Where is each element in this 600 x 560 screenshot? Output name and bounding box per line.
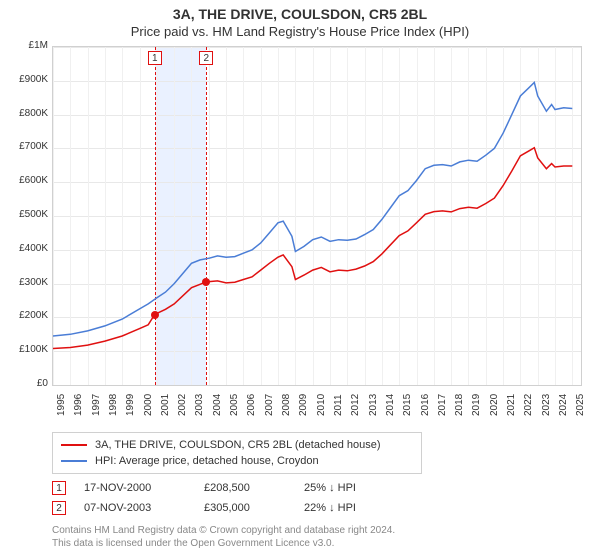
event-table-row: 1 17-NOV-2000£208,50025% ↓ HPI xyxy=(52,478,356,498)
event-price: £208,500 xyxy=(204,482,304,494)
x-tick-label: 2012 xyxy=(350,394,361,416)
event-date: 07-NOV-2003 xyxy=(84,502,204,514)
x-tick-label: 2024 xyxy=(558,394,569,416)
x-tick-label: 1995 xyxy=(56,394,67,416)
legend-label-hpi: HPI: Average price, detached house, Croy… xyxy=(95,455,319,467)
x-tick-label: 2021 xyxy=(506,394,517,416)
y-tick-label: £400K xyxy=(6,243,48,254)
footnote: Contains HM Land Registry data © Crown c… xyxy=(52,524,395,550)
x-tick-label: 2022 xyxy=(523,394,534,416)
chart-plot-area: 12 xyxy=(52,46,582,386)
footnote-line: This data is licensed under the Open Gov… xyxy=(52,537,395,550)
event-delta: 22% ↓ HPI xyxy=(304,502,356,514)
x-tick-label: 2008 xyxy=(281,394,292,416)
legend-label-property: 3A, THE DRIVE, COULSDON, CR5 2BL (detach… xyxy=(95,439,381,451)
x-tick-label: 2007 xyxy=(264,394,275,416)
chart-title: 3A, THE DRIVE, COULSDON, CR5 2BL xyxy=(0,0,600,22)
event-price: £305,000 xyxy=(204,502,304,514)
x-tick-label: 2002 xyxy=(177,394,188,416)
event-table-row: 2 07-NOV-2003£305,00022% ↓ HPI xyxy=(52,498,356,518)
x-tick-label: 2020 xyxy=(489,394,500,416)
legend-row: HPI: Average price, detached house, Croy… xyxy=(61,453,413,469)
x-tick-label: 2025 xyxy=(575,394,586,416)
y-tick-label: £100K xyxy=(6,344,48,355)
x-tick-label: 2018 xyxy=(454,394,465,416)
x-tick-label: 2003 xyxy=(194,394,205,416)
event-table: 1 17-NOV-2000£208,50025% ↓ HPI 2 07-NOV-200… xyxy=(52,478,356,518)
legend-row: 3A, THE DRIVE, COULSDON, CR5 2BL (detach… xyxy=(61,437,413,453)
x-tick-label: 1998 xyxy=(108,394,119,416)
x-tick-label: 2011 xyxy=(333,394,344,416)
y-tick-label: £500K xyxy=(6,209,48,220)
x-tick-label: 2004 xyxy=(212,394,223,416)
event-delta: 25% ↓ HPI xyxy=(304,482,356,494)
event-marker-box: 2 xyxy=(52,501,66,515)
x-tick-label: 2005 xyxy=(229,394,240,416)
legend-swatch-property xyxy=(61,444,87,446)
x-tick-label: 2009 xyxy=(298,394,309,416)
x-tick-label: 2014 xyxy=(385,394,396,416)
y-tick-label: £0 xyxy=(6,378,48,389)
x-tick-label: 2000 xyxy=(143,394,154,416)
x-tick-label: 2006 xyxy=(246,394,257,416)
y-tick-label: £300K xyxy=(6,277,48,288)
y-tick-label: £800K xyxy=(6,108,48,119)
x-tick-label: 2013 xyxy=(368,394,379,416)
event-marker-box: 1 xyxy=(52,481,66,495)
x-tick-label: 2023 xyxy=(541,394,552,416)
x-tick-label: 2016 xyxy=(420,394,431,416)
event-date: 17-NOV-2000 xyxy=(84,482,204,494)
chart-lines-svg xyxy=(53,47,581,385)
legend-swatch-hpi xyxy=(61,460,87,462)
series-line-property xyxy=(53,148,572,349)
x-tick-label: 1996 xyxy=(73,394,84,416)
y-tick-label: £700K xyxy=(6,141,48,152)
y-tick-label: £600K xyxy=(6,175,48,186)
x-tick-label: 1997 xyxy=(91,394,102,416)
x-tick-label: 2019 xyxy=(471,394,482,416)
x-tick-label: 2001 xyxy=(160,394,171,416)
x-tick-label: 2015 xyxy=(402,394,413,416)
y-tick-label: £900K xyxy=(6,74,48,85)
y-tick-label: £200K xyxy=(6,310,48,321)
chart-legend: 3A, THE DRIVE, COULSDON, CR5 2BL (detach… xyxy=(52,432,422,474)
y-tick-label: £1M xyxy=(6,40,48,51)
x-tick-label: 2010 xyxy=(316,394,327,416)
chart-subtitle: Price paid vs. HM Land Registry's House … xyxy=(0,22,600,39)
x-tick-label: 2017 xyxy=(437,394,448,416)
footnote-line: Contains HM Land Registry data © Crown c… xyxy=(52,524,395,537)
x-tick-label: 1999 xyxy=(125,394,136,416)
series-line-hpi xyxy=(53,83,572,337)
